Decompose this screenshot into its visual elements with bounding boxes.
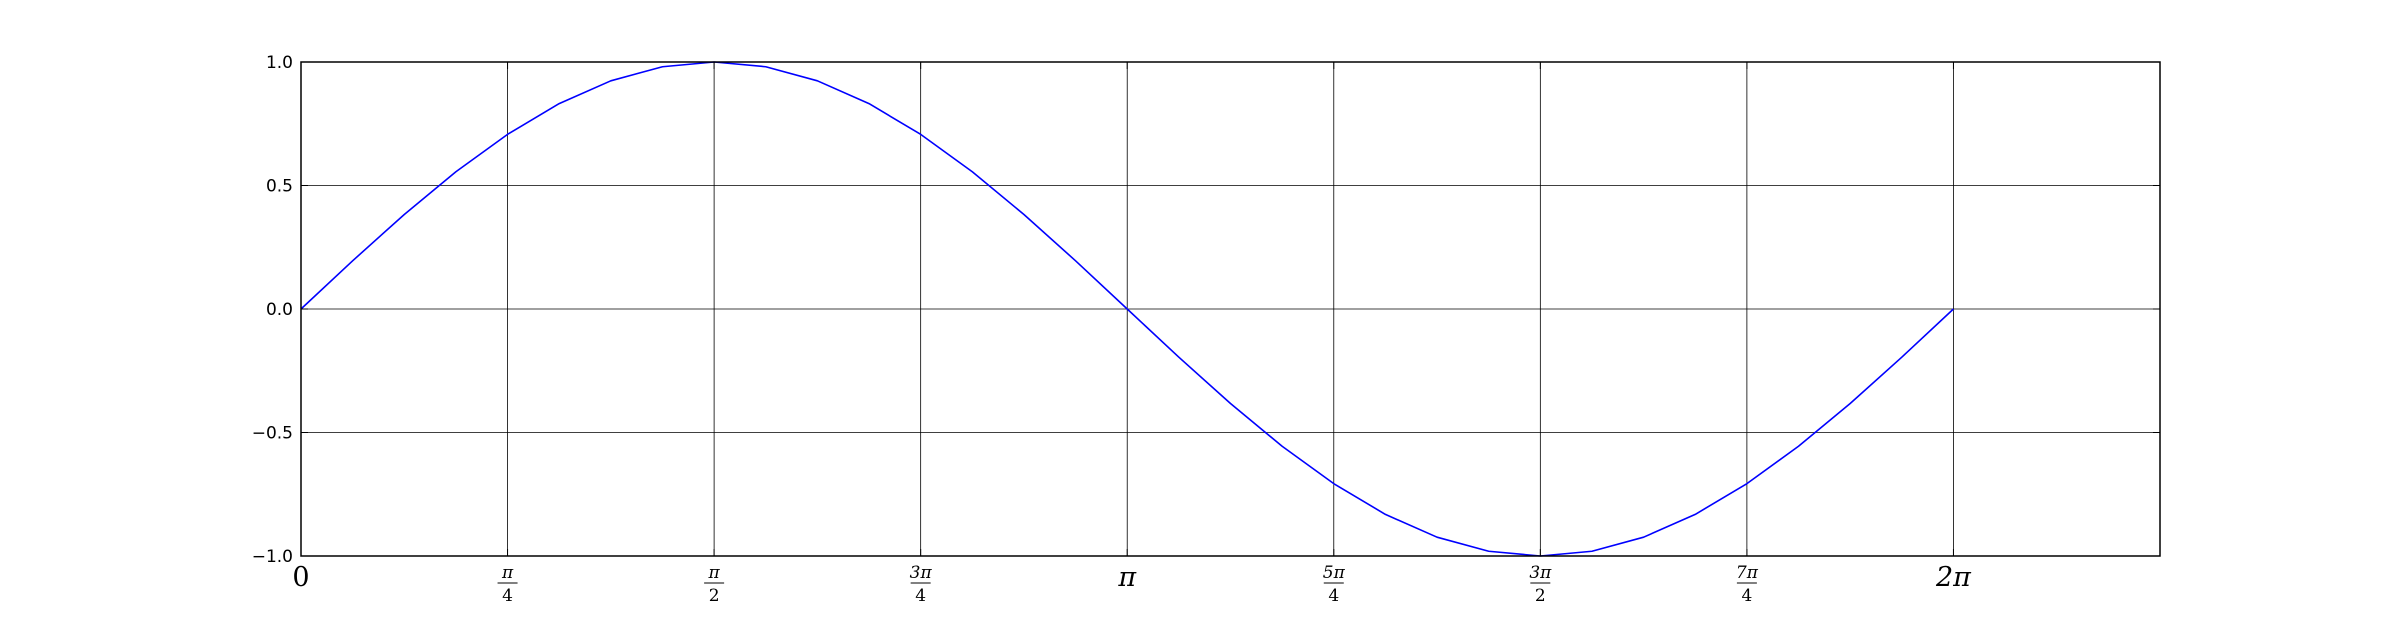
x-tick-fraction: 7π4: [1736, 563, 1759, 606]
x-tick-label: π: [1117, 562, 1137, 593]
x-tick-denominator: 2: [709, 586, 720, 606]
x-tick-denominator: 4: [1741, 586, 1752, 606]
y-tick-labels: −1.0 −0.5 0.0 0.5 1.0: [252, 53, 293, 567]
grid-lines: [300, 61, 2160, 557]
y-tick-label: 0.5: [266, 177, 293, 197]
x-tick-fraction: 5π4: [1323, 563, 1346, 606]
x-tick-denominator: 2: [1535, 586, 1546, 606]
x-tick-numerator: 3π: [910, 563, 933, 583]
x-tick-fraction: π2: [704, 563, 725, 606]
x-tick-numerator: 3π: [1529, 563, 1552, 583]
x-tick-denominator: 4: [915, 586, 926, 606]
y-tick-label: 0.0: [266, 300, 293, 320]
tick-marks: [300, 61, 2160, 557]
series-layer: [300, 61, 1954, 557]
y-tick-label: 1.0: [266, 53, 293, 73]
x-tick-numerator: π: [501, 563, 514, 583]
sine-series-line: [300, 61, 1954, 557]
x-tick-label: 0: [292, 562, 309, 593]
x-tick-fraction: 3π4: [910, 563, 933, 606]
x-tick-denominator: 4: [1328, 586, 1339, 606]
x-tick-denominator: 4: [502, 586, 513, 606]
y-tick-label: −1.0: [252, 547, 293, 567]
y-tick-label: −0.5: [252, 424, 293, 444]
x-tick-fraction: 3π2: [1529, 563, 1552, 606]
x-tick-label: 2π: [1935, 562, 1972, 593]
x-tick-fraction: π4: [497, 563, 518, 606]
x-tick-numerator: π: [708, 563, 721, 583]
x-tick-numerator: 7π: [1736, 563, 1759, 583]
x-tick-numerator: 5π: [1323, 563, 1346, 583]
